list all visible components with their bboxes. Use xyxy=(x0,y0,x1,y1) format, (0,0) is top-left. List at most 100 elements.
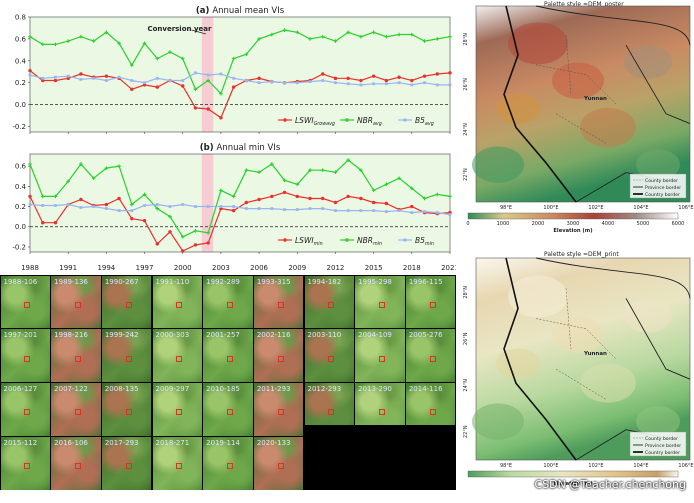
point-0-2-12 xyxy=(181,79,185,82)
chart-annual-mean: 0.8 0.6 0.4 0.2 0.0 -0.2 (a) Annual mean VIs LS… xyxy=(12,6,452,134)
map-lon-0-3: 104°E xyxy=(633,205,648,211)
map-patch-0-2 xyxy=(496,93,540,125)
mosaic-tile: 2020-133 xyxy=(253,436,304,490)
point-1-2-24 xyxy=(334,209,337,212)
mosaic-marker xyxy=(429,301,436,308)
mosaic-marker xyxy=(24,355,31,362)
point-1-0-9 xyxy=(142,218,147,223)
point-0-0-12 xyxy=(181,84,185,88)
x-tick-label-0: 1988 xyxy=(21,264,39,272)
mosaic-marker xyxy=(74,355,81,362)
mosaic-tile: 1995-298 xyxy=(355,275,405,329)
point-0-2-19 xyxy=(270,80,274,84)
point-1-1-30 xyxy=(410,186,414,191)
y-tick-label-0-0: 0.8 xyxy=(15,14,26,22)
mosaic-tile-label: 2018-271 xyxy=(155,438,190,447)
point-1-1-11 xyxy=(168,214,172,219)
point-1-1-14 xyxy=(206,231,210,235)
mosaic-tile-label: 2008-135 xyxy=(104,385,139,393)
point-1-2-27 xyxy=(372,209,376,212)
mosaic-tile-label: 1999-242 xyxy=(104,331,139,340)
point-0-2-4 xyxy=(79,78,83,81)
point-1-0-26 xyxy=(359,196,363,201)
point-0-1-23 xyxy=(320,34,325,39)
point-1-0-4 xyxy=(79,197,83,202)
y-tick-label-1-4: -0.2 xyxy=(12,243,26,251)
mosaic-tile: 2001-257 xyxy=(203,329,253,382)
mosaic-tile-label: 2005-276 xyxy=(408,331,443,340)
point-0-2-21 xyxy=(295,81,299,85)
point-1-1-23 xyxy=(320,168,325,172)
point-0-2-16 xyxy=(232,76,236,80)
point-0-0-31 xyxy=(422,74,427,78)
mosaic-tile: 1989-136 xyxy=(51,275,101,329)
x-tick-label-7: 2009 xyxy=(288,264,306,272)
point-0-2-11 xyxy=(168,79,172,82)
map-legend-label-0-2: Country border xyxy=(645,192,680,198)
map-county-border-1 xyxy=(535,288,617,400)
mosaic-marker xyxy=(176,409,183,416)
satellite-mosaic: 1988-106 1989-136 1990-267 1991-110 1992-289… xyxy=(0,275,456,490)
point-0-0-24 xyxy=(333,76,338,81)
point-1-2-21 xyxy=(295,208,299,211)
point-0-1-3 xyxy=(66,39,70,43)
point-1-1-5 xyxy=(91,176,96,181)
point-1-1-29 xyxy=(397,176,401,181)
point-0-2-23 xyxy=(321,79,325,82)
legend-marker-1-0 xyxy=(283,238,287,242)
point-1-1-32 xyxy=(435,192,440,197)
legend-label-0-2: B5avg xyxy=(415,116,434,127)
point-1-0-6 xyxy=(104,202,109,207)
mosaic-tile-label: 1992-289 xyxy=(206,277,240,286)
map-lon-1-4: 106°E xyxy=(678,463,693,469)
point-0-1-26 xyxy=(359,34,363,39)
point-1-2-26 xyxy=(359,209,363,212)
point-1-2-8 xyxy=(130,209,134,212)
point-0-1-27 xyxy=(371,30,376,35)
map-patch-1-1 xyxy=(552,316,604,354)
map-lon-0-0: 98°E xyxy=(500,205,512,211)
mosaic-marker xyxy=(378,301,385,308)
point-1-2-32 xyxy=(435,211,439,214)
point-0-2-32 xyxy=(435,83,439,87)
mosaic-tile-label: 1998-216 xyxy=(54,331,88,340)
point-1-0-18 xyxy=(257,197,261,202)
map-lon-0-4: 106°E xyxy=(678,205,693,211)
point-1-1-19 xyxy=(270,162,274,166)
mosaic-tile-label: 2016-106 xyxy=(54,438,88,447)
map-legend-label-1-1: Province border xyxy=(645,443,681,449)
mosaic-tile: 2019-114 xyxy=(203,436,253,490)
point-0-1-9 xyxy=(142,41,147,46)
point-1-1-33 xyxy=(448,194,452,199)
map-patch-1-6 xyxy=(636,406,680,437)
chart-title-0: (a) Annual mean VIs xyxy=(196,6,285,16)
mosaic-marker xyxy=(328,355,335,362)
mosaic-tile-label: 1996-115 xyxy=(408,277,443,286)
point-0-0-32 xyxy=(435,72,439,76)
legend-label-1-0: LSWImin xyxy=(295,236,323,247)
point-1-1-12 xyxy=(180,235,185,239)
point-1-1-4 xyxy=(79,162,83,166)
map-patch-0-4 xyxy=(624,45,672,79)
point-1-2-4 xyxy=(79,206,83,209)
mosaic-marker xyxy=(429,355,436,362)
mosaic-tile: 2000-303 xyxy=(152,329,203,382)
mosaic-marker xyxy=(176,463,183,470)
mosaic-marker xyxy=(429,409,436,416)
point-1-1-6 xyxy=(104,166,109,170)
map-lat-1-3: 22°N xyxy=(463,425,469,438)
mosaic-tile-label: 2019-114 xyxy=(206,438,240,447)
point-0-2-28 xyxy=(384,82,388,86)
point-1-0-30 xyxy=(410,204,414,209)
point-1-0-19 xyxy=(270,194,274,199)
map-patch-0-5 xyxy=(472,146,524,183)
point-0-1-28 xyxy=(384,34,389,39)
point-0-0-28 xyxy=(384,78,389,83)
mosaic-marker xyxy=(125,409,132,416)
mosaic-tile: 2010-185 xyxy=(203,383,253,436)
point-1-2-19 xyxy=(270,207,274,210)
series-line-0-0 xyxy=(29,70,451,119)
mosaic-marker xyxy=(277,409,284,416)
